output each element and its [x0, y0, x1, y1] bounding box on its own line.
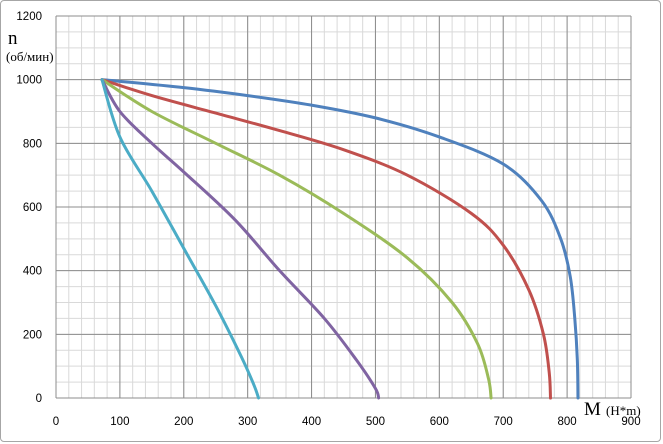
y-tick-label: 200 — [23, 329, 42, 341]
x-tick-label: 900 — [621, 416, 640, 428]
major-grid — [55, 15, 632, 399]
y-tick-label: 1000 — [16, 75, 42, 87]
series-line-4 — [100, 78, 381, 400]
y-axis-unit: (об/мин) — [6, 49, 54, 64]
y-tick-label: 0 — [36, 393, 42, 405]
x-tick-label: 0 — [53, 416, 59, 428]
x-axis-unit: (H*m) — [606, 403, 641, 418]
y-axis-title: n — [8, 28, 18, 49]
x-tick-label: 300 — [238, 416, 257, 428]
y-tick-label: 1200 — [16, 11, 42, 23]
y-tick-label: 400 — [23, 266, 42, 278]
series-line-5 — [100, 78, 261, 400]
x-axis-title: M — [584, 399, 601, 420]
series-line-2 — [100, 78, 552, 400]
x-tick-label: 700 — [494, 416, 513, 428]
series-line-1 — [100, 78, 580, 400]
x-tick-label: 500 — [366, 416, 385, 428]
series-layer — [100, 78, 580, 400]
x-tick-label: 200 — [174, 416, 193, 428]
y-tick-labels: 0 200 400 600 800 1000 1200 — [16, 11, 42, 405]
x-tick-label: 100 — [110, 416, 129, 428]
y-tick-label: 800 — [23, 138, 42, 150]
x-tick-label: 800 — [558, 416, 577, 428]
series-line-3 — [100, 78, 493, 400]
y-tick-label: 600 — [23, 202, 42, 214]
x-tick-labels: 0 100 200 300 400 500 600 700 800 900 — [53, 416, 641, 428]
x-tick-label: 400 — [302, 416, 321, 428]
x-tick-label: 600 — [430, 416, 449, 428]
